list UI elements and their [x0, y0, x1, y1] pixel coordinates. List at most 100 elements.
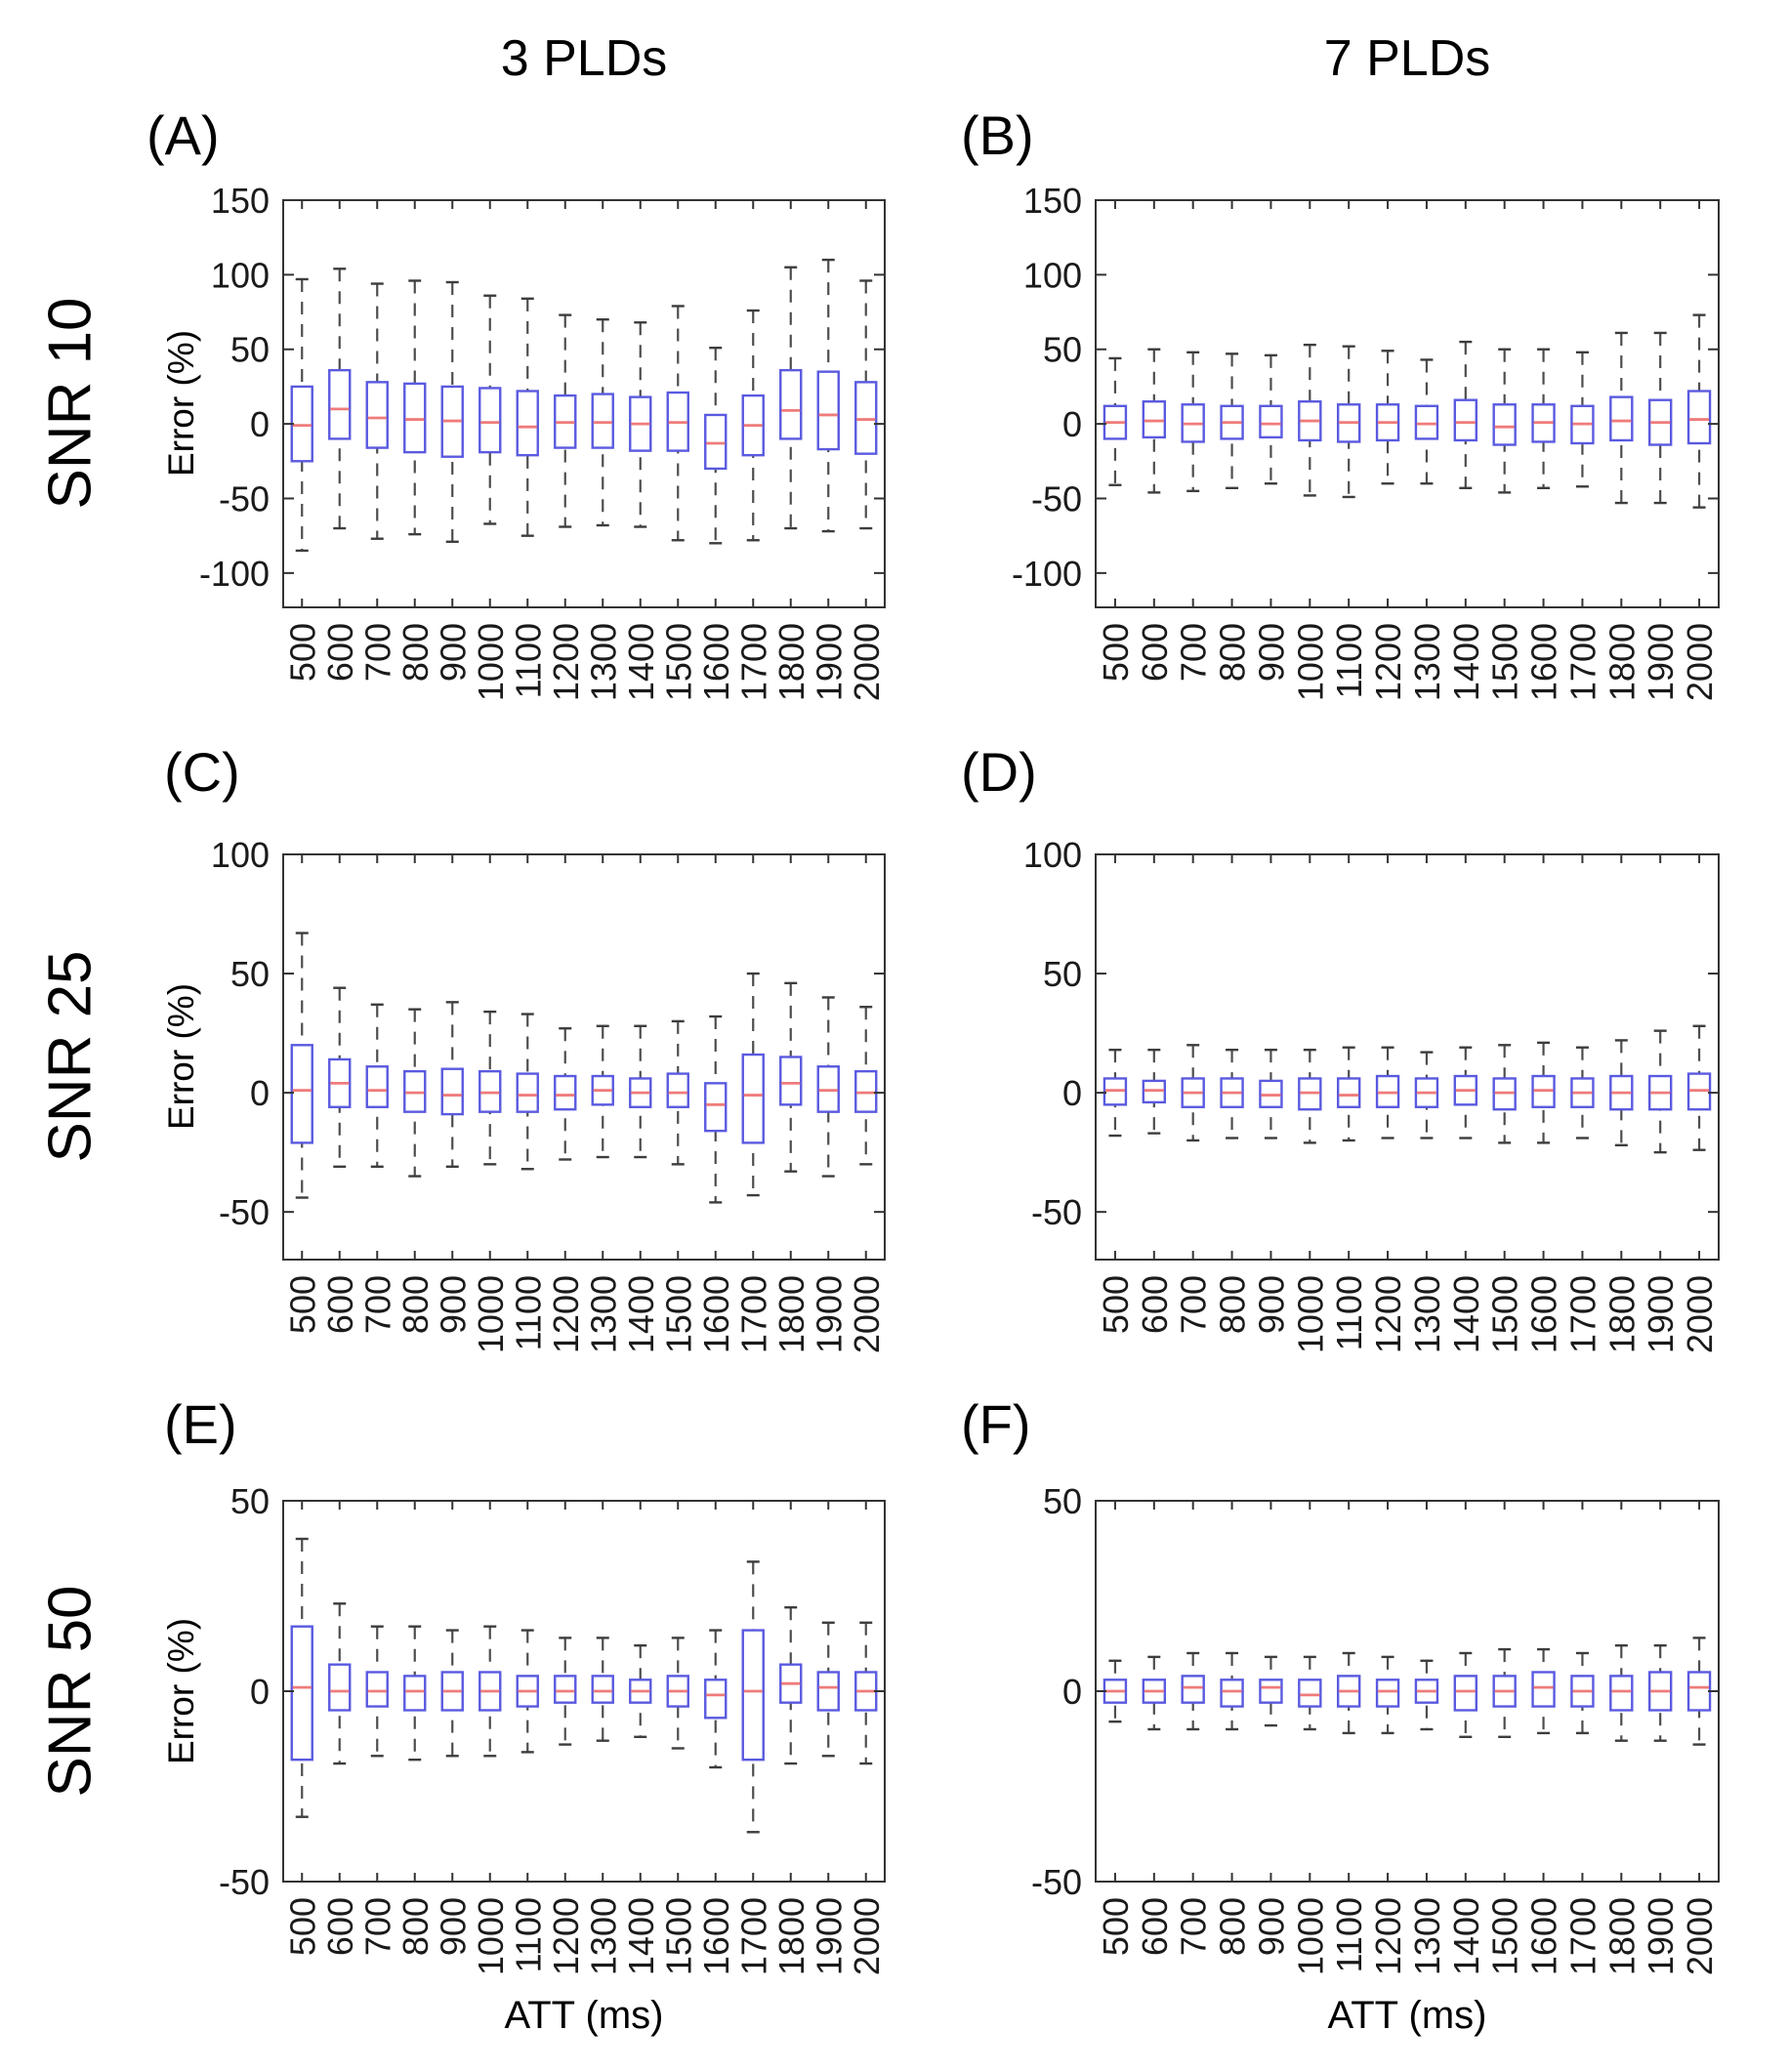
box-rect — [704, 413, 728, 471]
box-rect — [1414, 404, 1439, 440]
axis-frame — [282, 199, 886, 608]
x-tick-label: 1800 — [771, 623, 811, 701]
x-tick-label: 700 — [357, 623, 397, 682]
y-tick-label: 100 — [1023, 255, 1082, 295]
box-rect — [591, 1675, 614, 1704]
box-rect — [666, 1072, 689, 1108]
x-tick-label: 500 — [1096, 1897, 1136, 1956]
box-rect — [1259, 404, 1283, 439]
box-rect — [1453, 398, 1478, 442]
x-tick-label: 1400 — [1446, 623, 1486, 701]
box-rect — [403, 1675, 427, 1712]
y-tick-label: 0 — [250, 1073, 270, 1113]
panel-label-a: (A) — [146, 104, 220, 166]
x-tick-label: 500 — [1096, 1275, 1136, 1334]
x-tick-label: 900 — [433, 623, 473, 682]
x-tick-label: 900 — [1251, 623, 1291, 682]
x-tick-label: 1900 — [1641, 623, 1681, 701]
x-tick-label: 1600 — [696, 1897, 736, 1975]
row-label-snr10: SNR 10 — [36, 297, 104, 510]
y-tick-label: 50 — [230, 1481, 270, 1521]
x-tick-label: 1400 — [621, 623, 661, 701]
y-tick-label: -100 — [1012, 554, 1082, 594]
y-tick-label: 0 — [1062, 1073, 1082, 1113]
x-tick-label: 700 — [357, 1275, 397, 1334]
x-tick-label: 1600 — [1524, 1275, 1564, 1353]
x-tick-label: 900 — [1251, 1897, 1291, 1956]
y-tick-label: 0 — [1062, 1672, 1082, 1712]
x-tick-label: 1800 — [771, 1275, 811, 1353]
x-tick-label: 1400 — [621, 1275, 661, 1353]
box-rect — [554, 1074, 577, 1111]
box-rect — [1220, 1678, 1244, 1708]
column-title-3plds: 3 PLDs — [500, 30, 668, 87]
x-tick-label: 1700 — [1562, 623, 1602, 701]
panel-label-f: (F) — [961, 1393, 1031, 1455]
y-tick-label: 0 — [250, 404, 270, 444]
box-rect — [328, 368, 352, 440]
y-tick-label: 50 — [1043, 330, 1082, 370]
y-tick-label: -50 — [1031, 1862, 1082, 1902]
box-rect — [1375, 1678, 1400, 1708]
x-tick-label: 600 — [1135, 623, 1175, 682]
box-rect — [1492, 403, 1517, 446]
x-tick-label: 600 — [1135, 1275, 1175, 1334]
x-tick-label: 1300 — [1407, 1897, 1447, 1975]
y-tick-label: -50 — [1031, 1192, 1082, 1232]
axis-frame — [1095, 199, 1720, 608]
box-rect — [554, 1675, 577, 1704]
y-tick-label: 150 — [211, 181, 270, 221]
x-tick-label: 1200 — [546, 623, 586, 701]
x-tick-label: 1900 — [1641, 1897, 1681, 1975]
panel-label-b: (B) — [961, 104, 1034, 166]
box-rect — [591, 393, 614, 449]
box-rect — [1609, 1675, 1634, 1712]
x-tick-label: 1900 — [809, 1897, 849, 1975]
axis-frame — [282, 1500, 886, 1883]
x-tick-label: 1500 — [1485, 1275, 1525, 1353]
x-tick-label: 1400 — [1446, 1897, 1486, 1975]
x-tick-label: 1700 — [733, 623, 773, 701]
x-tick-label: 1400 — [621, 1897, 661, 1975]
box-rect — [516, 390, 539, 457]
x-tick-label: 1200 — [1368, 1275, 1408, 1353]
boxplot-panel-c: 5006007008009001000110012001300140015001… — [211, 835, 887, 1353]
x-tick-label: 1600 — [1524, 623, 1564, 701]
y-tick-label: 50 — [230, 954, 270, 994]
box-rect — [1453, 1675, 1478, 1712]
x-tick-label: 1500 — [1485, 1897, 1525, 1975]
x-tick-label: 1800 — [771, 1897, 811, 1975]
x-tick-label: 1200 — [1368, 623, 1408, 701]
x-tick-label: 1100 — [1329, 623, 1369, 698]
x-tick-label: 1000 — [1290, 623, 1330, 701]
x-tick-label: 1900 — [809, 1275, 849, 1353]
boxplot-panel-a: 5006007008009001000110012001300140015001… — [199, 181, 887, 701]
x-tick-label: 1300 — [1407, 1275, 1447, 1353]
box-rect — [365, 1065, 389, 1108]
panel-label-c: (C) — [164, 741, 240, 803]
x-tick-label: 1700 — [1562, 1275, 1602, 1353]
x-tick-label: 1500 — [658, 1897, 698, 1975]
x-tick-label: 1300 — [583, 1897, 623, 1975]
x-tick-label: 1600 — [1524, 1897, 1564, 1975]
x-tick-label: 700 — [1174, 1897, 1214, 1956]
x-tick-label: 1000 — [1290, 1275, 1330, 1353]
x-tick-label: 1300 — [583, 1275, 623, 1353]
y-tick-label: -50 — [219, 1192, 270, 1232]
y-tick-label: -100 — [199, 554, 270, 594]
x-tick-label: 700 — [357, 1897, 397, 1956]
x-axis-title-left: ATT (ms) — [504, 1994, 664, 2037]
axis-frame — [1095, 853, 1720, 1261]
boxplot-panel-d: 5006007008009001000110012001300140015001… — [1023, 835, 1720, 1353]
x-tick-label: 500 — [1096, 623, 1136, 682]
box-rect — [779, 368, 803, 440]
box-rect — [290, 1044, 313, 1144]
box-rect — [478, 387, 502, 454]
x-tick-label: 1600 — [696, 623, 736, 701]
x-tick-label: 1100 — [508, 1897, 548, 1972]
x-tick-label: 800 — [395, 1275, 436, 1334]
y-tick-label: 50 — [1043, 954, 1082, 994]
x-tick-label: 2000 — [847, 623, 887, 701]
x-tick-label: 1900 — [809, 623, 849, 701]
box-rect — [1686, 390, 1712, 445]
